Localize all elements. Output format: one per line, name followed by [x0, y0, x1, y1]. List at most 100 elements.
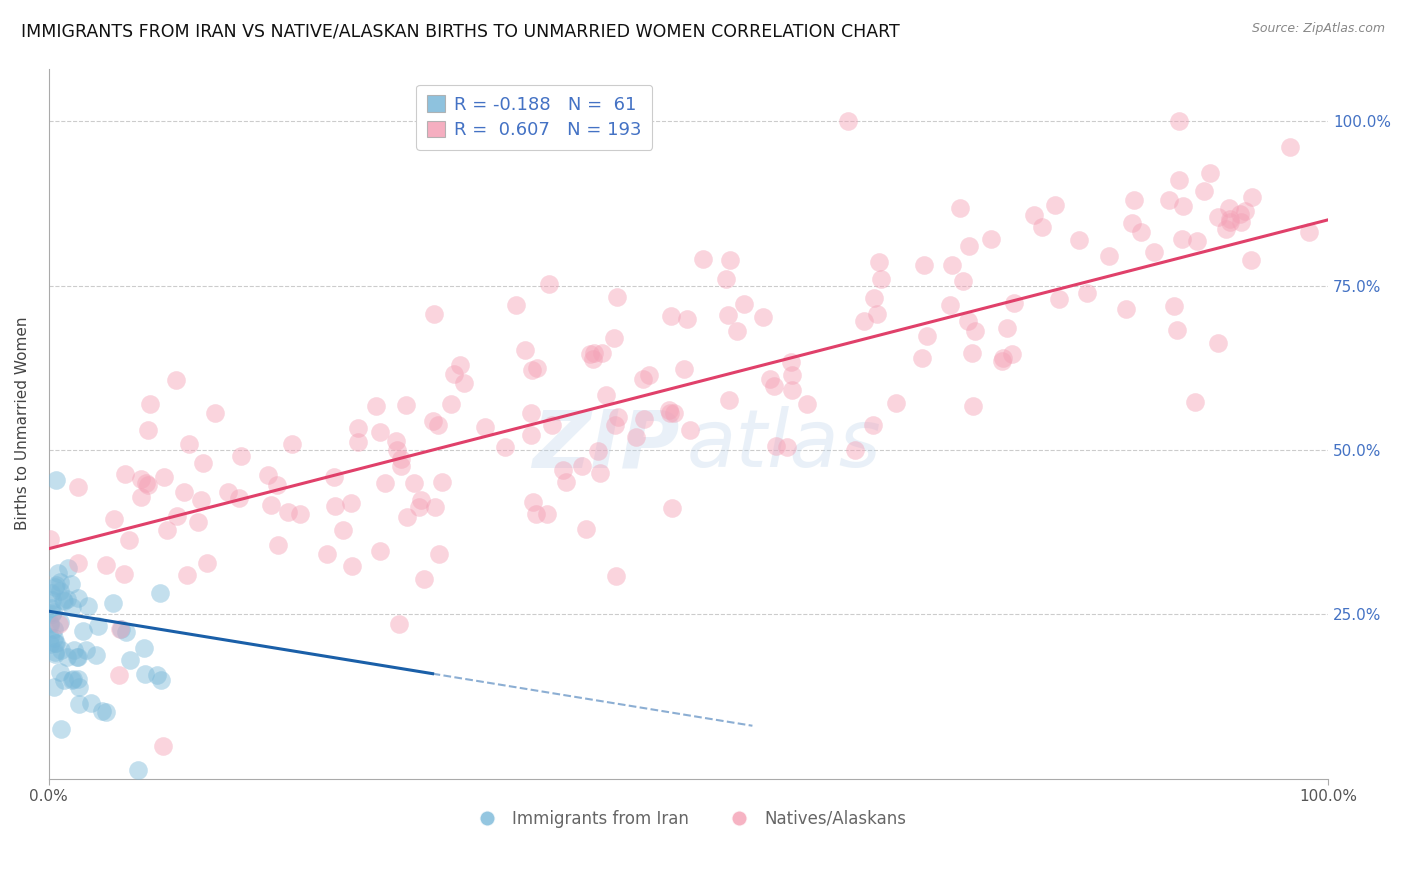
Point	[39, 615, 62, 630]
Point	[191, 456, 214, 470]
Point	[427, 418, 450, 433]
Point	[553, 463, 575, 477]
Point	[389, 452, 412, 467]
Point	[1194, 184, 1216, 198]
Point	[1166, 323, 1188, 337]
Point	[63, 643, 86, 657]
Point	[1171, 232, 1194, 246]
Point	[44, 580, 66, 594]
Point	[725, 324, 748, 338]
Point	[1163, 300, 1185, 314]
Point	[991, 351, 1014, 365]
Point	[949, 201, 972, 215]
Point	[1230, 215, 1253, 229]
Point	[633, 412, 655, 426]
Point	[427, 547, 450, 561]
Point	[606, 409, 628, 424]
Point	[39, 617, 62, 632]
Point	[48, 617, 70, 632]
Point	[45, 578, 67, 592]
Point	[59, 577, 82, 591]
Point	[39, 586, 62, 600]
Point	[960, 345, 983, 359]
Point	[108, 622, 131, 636]
Point	[75, 642, 97, 657]
Point	[118, 533, 141, 547]
Point	[536, 507, 558, 521]
Point	[606, 290, 628, 304]
Point	[870, 272, 893, 286]
Point	[173, 484, 195, 499]
Point	[779, 355, 801, 369]
Point	[374, 476, 396, 491]
Point	[52, 592, 75, 607]
Point	[1206, 210, 1229, 224]
Point	[204, 406, 226, 420]
Point	[340, 496, 363, 510]
Point	[605, 417, 627, 432]
Point	[1129, 225, 1152, 239]
Point	[149, 586, 172, 600]
Point	[80, 696, 103, 710]
Point	[112, 566, 135, 581]
Point	[323, 470, 346, 484]
Point	[837, 114, 859, 128]
Point	[332, 523, 354, 537]
Point	[176, 568, 198, 582]
Point	[45, 473, 67, 487]
Point	[995, 321, 1018, 335]
Point	[62, 672, 84, 686]
Point	[66, 650, 89, 665]
Point	[179, 437, 201, 451]
Point	[277, 505, 299, 519]
Point	[868, 255, 890, 269]
Point	[589, 466, 612, 480]
Point	[1115, 301, 1137, 316]
Point	[1229, 207, 1251, 221]
Point	[44, 647, 66, 661]
Point	[780, 383, 803, 397]
Point	[395, 509, 418, 524]
Point	[58, 561, 80, 575]
Point	[56, 649, 79, 664]
Point	[631, 372, 654, 386]
Point	[962, 399, 984, 413]
Point	[129, 490, 152, 504]
Point	[718, 252, 741, 267]
Point	[114, 467, 136, 481]
Point	[114, 624, 136, 639]
Point	[107, 667, 129, 681]
Point	[965, 324, 987, 338]
Point	[389, 459, 412, 474]
Point	[626, 430, 648, 444]
Point	[42, 632, 65, 646]
Point	[217, 485, 239, 500]
Point	[60, 673, 83, 687]
Point	[152, 739, 174, 753]
Point	[1298, 225, 1320, 239]
Point	[153, 470, 176, 484]
Point	[413, 572, 436, 586]
Point	[1184, 395, 1206, 409]
Point	[41, 607, 63, 621]
Point	[42, 605, 65, 619]
Point	[505, 298, 527, 312]
Point	[520, 406, 543, 420]
Point	[780, 368, 803, 383]
Point	[522, 495, 544, 509]
Point	[526, 360, 548, 375]
Point	[402, 475, 425, 490]
Point	[44, 645, 66, 659]
Legend: Immigrants from Iran, Natives/Alaskans: Immigrants from Iran, Natives/Alaskans	[464, 803, 912, 835]
Point	[661, 500, 683, 515]
Point	[659, 309, 682, 323]
Point	[156, 523, 179, 537]
Point	[664, 406, 686, 420]
Point	[443, 367, 465, 381]
Point	[1045, 198, 1067, 212]
Point	[658, 406, 681, 420]
Point	[866, 307, 889, 321]
Point	[96, 558, 118, 572]
Point	[449, 358, 471, 372]
Point	[915, 329, 938, 343]
